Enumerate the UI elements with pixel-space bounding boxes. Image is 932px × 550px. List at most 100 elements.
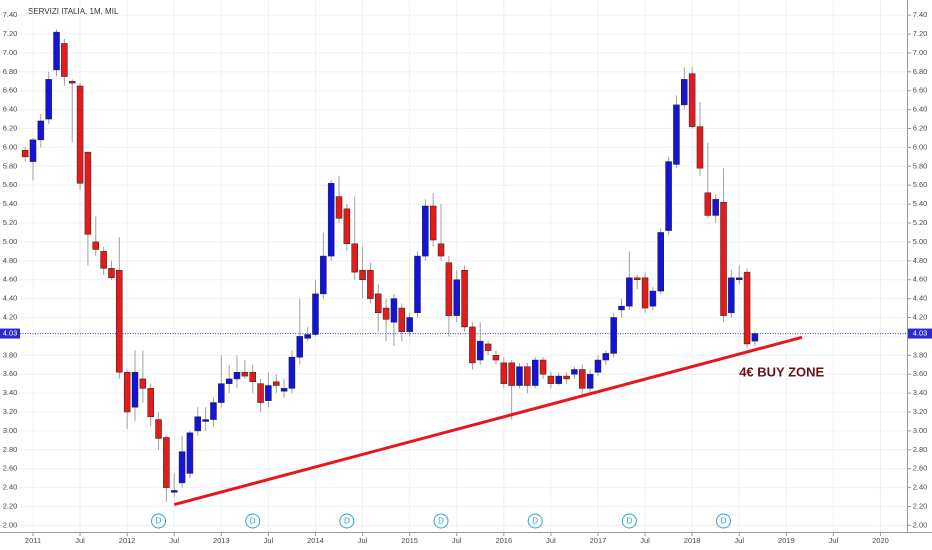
candle-body xyxy=(743,271,751,345)
candle-body xyxy=(563,375,570,380)
candle-body xyxy=(445,262,453,316)
candle-body xyxy=(516,366,523,386)
y-tick-label-left: 6.60 xyxy=(3,86,18,95)
x-tick-label: 2020 xyxy=(872,536,889,545)
y-tick-label: 7.20 xyxy=(913,29,928,38)
candle-body xyxy=(21,149,29,158)
y-tick-label-left: 2.80 xyxy=(3,445,18,454)
dividend-label: D xyxy=(344,517,350,526)
y-tick-label: 4.60 xyxy=(913,275,928,284)
candle-body xyxy=(61,43,68,77)
last-price-label: 4.03 xyxy=(913,329,928,338)
y-tick-label-left: 2.20 xyxy=(3,501,18,510)
y-tick-label-left: 6.20 xyxy=(3,123,18,132)
candle-body xyxy=(288,356,296,389)
dividend-label: D xyxy=(438,517,444,526)
candle-body xyxy=(194,416,202,432)
candle-body xyxy=(170,490,178,493)
candle-body xyxy=(547,375,555,384)
candle-body xyxy=(265,385,272,401)
y-tick-label: 3.00 xyxy=(913,426,928,435)
candle-body xyxy=(84,151,92,235)
y-tick-label-left: 2.00 xyxy=(3,520,18,529)
x-tick-label: 2016 xyxy=(495,536,512,545)
candle-body xyxy=(92,241,100,250)
candle-body xyxy=(218,383,225,403)
candle-body xyxy=(45,79,52,120)
y-tick-label: 4.80 xyxy=(913,256,928,265)
dividend-marker xyxy=(245,513,261,529)
y-tick-label-left: 5.80 xyxy=(3,161,18,170)
y-tick-label-left: 3.00 xyxy=(3,426,18,435)
candle-body xyxy=(649,290,657,307)
candle-body xyxy=(327,183,335,257)
x-tick-label: 2011 xyxy=(25,536,41,545)
candle-body xyxy=(704,192,712,216)
candle-body xyxy=(681,79,688,106)
y-tick-label-left: 2.40 xyxy=(3,483,18,492)
candle-body xyxy=(618,305,625,311)
x-tick-label: 2013 xyxy=(213,536,230,545)
candle-body xyxy=(123,372,131,413)
y-tick-label-left: 3.80 xyxy=(3,350,18,359)
candle-body xyxy=(76,85,84,184)
y-tick-label-left: 5.20 xyxy=(3,218,18,227)
x-tick-label: Jul xyxy=(169,536,179,545)
candle-body xyxy=(108,268,115,279)
candle-body xyxy=(531,359,539,386)
candle-body xyxy=(579,369,586,389)
candle-body xyxy=(320,255,327,295)
x-tick-label: 2019 xyxy=(778,536,795,545)
x-tick-label: 2015 xyxy=(401,536,418,545)
candle-body xyxy=(461,270,468,328)
y-tick-label: 2.20 xyxy=(913,501,928,510)
candle-body xyxy=(688,73,696,127)
dividend-marker xyxy=(527,513,543,529)
candle-body xyxy=(437,243,445,257)
candle-body xyxy=(429,205,437,241)
candle-body xyxy=(312,293,319,335)
y-tick-label-left: 4.80 xyxy=(3,256,18,265)
y-tick-label: 2.60 xyxy=(913,464,928,473)
x-tick-label: Jul xyxy=(358,536,368,545)
dividend-label: D xyxy=(626,517,632,526)
last-price-label: 4.03 xyxy=(3,329,18,338)
candle-body xyxy=(720,201,727,316)
dividend-marker xyxy=(621,513,637,529)
y-tick-label: 5.00 xyxy=(913,237,928,246)
candle-body xyxy=(296,336,304,358)
candle-body xyxy=(414,255,421,314)
candle-body xyxy=(735,277,743,280)
y-tick-label-left: 6.00 xyxy=(3,142,18,151)
y-tick-label-left: 7.00 xyxy=(3,48,18,57)
candle-body xyxy=(751,333,759,342)
y-tick-label: 3.20 xyxy=(913,407,928,416)
candle-body xyxy=(241,372,249,377)
y-tick-label-left: 7.40 xyxy=(3,10,18,19)
y-tick-label: 5.20 xyxy=(913,218,928,227)
y-tick-label-left: 6.40 xyxy=(3,105,18,114)
x-tick-label: Jul xyxy=(829,536,839,545)
candle-body xyxy=(696,126,704,169)
candle-body xyxy=(186,432,194,474)
candle-body xyxy=(147,388,154,417)
y-tick-label-left: 6.80 xyxy=(3,67,18,76)
last-price-box xyxy=(0,328,20,339)
candle-body xyxy=(163,437,170,488)
candle-body xyxy=(477,340,484,361)
y-tick-label: 3.80 xyxy=(913,350,928,359)
y-tick-label: 3.40 xyxy=(913,388,928,397)
candle-body xyxy=(555,375,562,384)
x-tick-label: Jul xyxy=(452,536,462,545)
candle-body xyxy=(665,161,672,231)
candle-body xyxy=(500,362,508,384)
candle-body xyxy=(657,232,664,292)
y-tick-label: 3.60 xyxy=(913,369,928,378)
candle-body xyxy=(602,353,610,361)
candle-body xyxy=(586,373,594,389)
candle-body xyxy=(382,307,390,320)
candle-body xyxy=(492,355,500,361)
candle-body xyxy=(210,402,217,420)
y-tick-label: 5.60 xyxy=(913,180,928,189)
